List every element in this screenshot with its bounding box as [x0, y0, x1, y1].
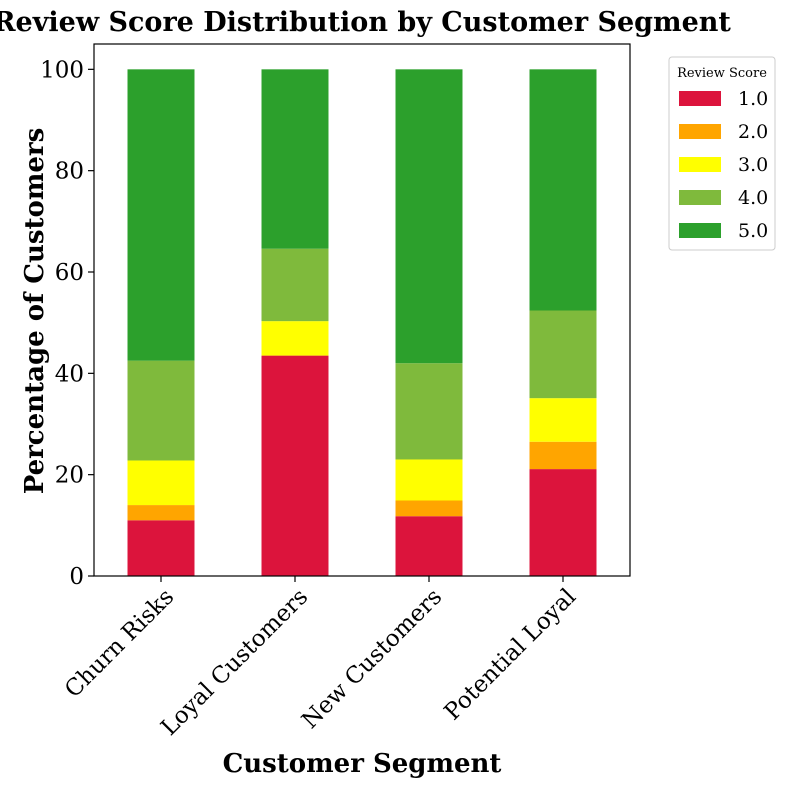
plot-frame: [93, 43, 631, 577]
legend-entry-label: 5.0: [738, 220, 768, 242]
x-tick-label: Churn Risks: [60, 584, 179, 703]
x-axis-label: Customer Segment: [223, 749, 502, 779]
legend: Review Score 1.0 2.0 3.0 4.0 5.0: [668, 56, 776, 251]
y-tick-label: 100: [40, 57, 84, 83]
legend-entry-label: 2.0: [738, 121, 768, 143]
x-tick-label: Potential Loyal: [440, 584, 582, 726]
legend-entry-label: 1.0: [738, 88, 768, 110]
y-tick-label: 60: [55, 260, 84, 286]
legend-entry-label: 4.0: [738, 187, 768, 209]
bar-segment: [127, 69, 195, 361]
legend-swatch: [679, 124, 721, 139]
legend-swatch: [679, 157, 721, 172]
bar-segment: [261, 248, 329, 322]
bar-segment: [395, 459, 463, 501]
y-tick-label: 80: [55, 159, 84, 185]
bar-segment: [127, 460, 195, 506]
bar-segment: [261, 69, 329, 249]
bar-segment: [261, 355, 329, 576]
bar-segment: [529, 398, 597, 442]
y-tick-label: 20: [55, 463, 84, 489]
bar-segment: [127, 520, 195, 576]
bar-segment: [127, 505, 195, 521]
bar-segment: [529, 441, 597, 470]
x-tick-label: Loyal Customers: [156, 584, 313, 741]
bar-segment: [261, 321, 329, 356]
bar-segment: [395, 69, 463, 364]
y-tick-label: 0: [69, 564, 84, 590]
bar-segment: [395, 516, 463, 576]
bar-segment: [529, 469, 597, 576]
legend-title: Review Score: [677, 66, 767, 81]
legend-swatch: [679, 190, 721, 205]
y-tick-label: 40: [55, 361, 84, 387]
bar-segment: [127, 360, 195, 461]
bar-segment: [529, 310, 597, 399]
legend-swatch: [679, 91, 721, 106]
bar-segment: [395, 363, 463, 460]
legend-swatch: [679, 223, 721, 238]
bar-segment: [529, 69, 597, 311]
x-tick-label: New Customers: [297, 584, 447, 734]
y-axis-label: Percentage of Customers: [20, 128, 50, 495]
bar-segment: [395, 500, 463, 517]
legend-entry-label: 3.0: [738, 154, 768, 176]
chart-title: Review Score Distribution by Customer Se…: [0, 7, 731, 38]
